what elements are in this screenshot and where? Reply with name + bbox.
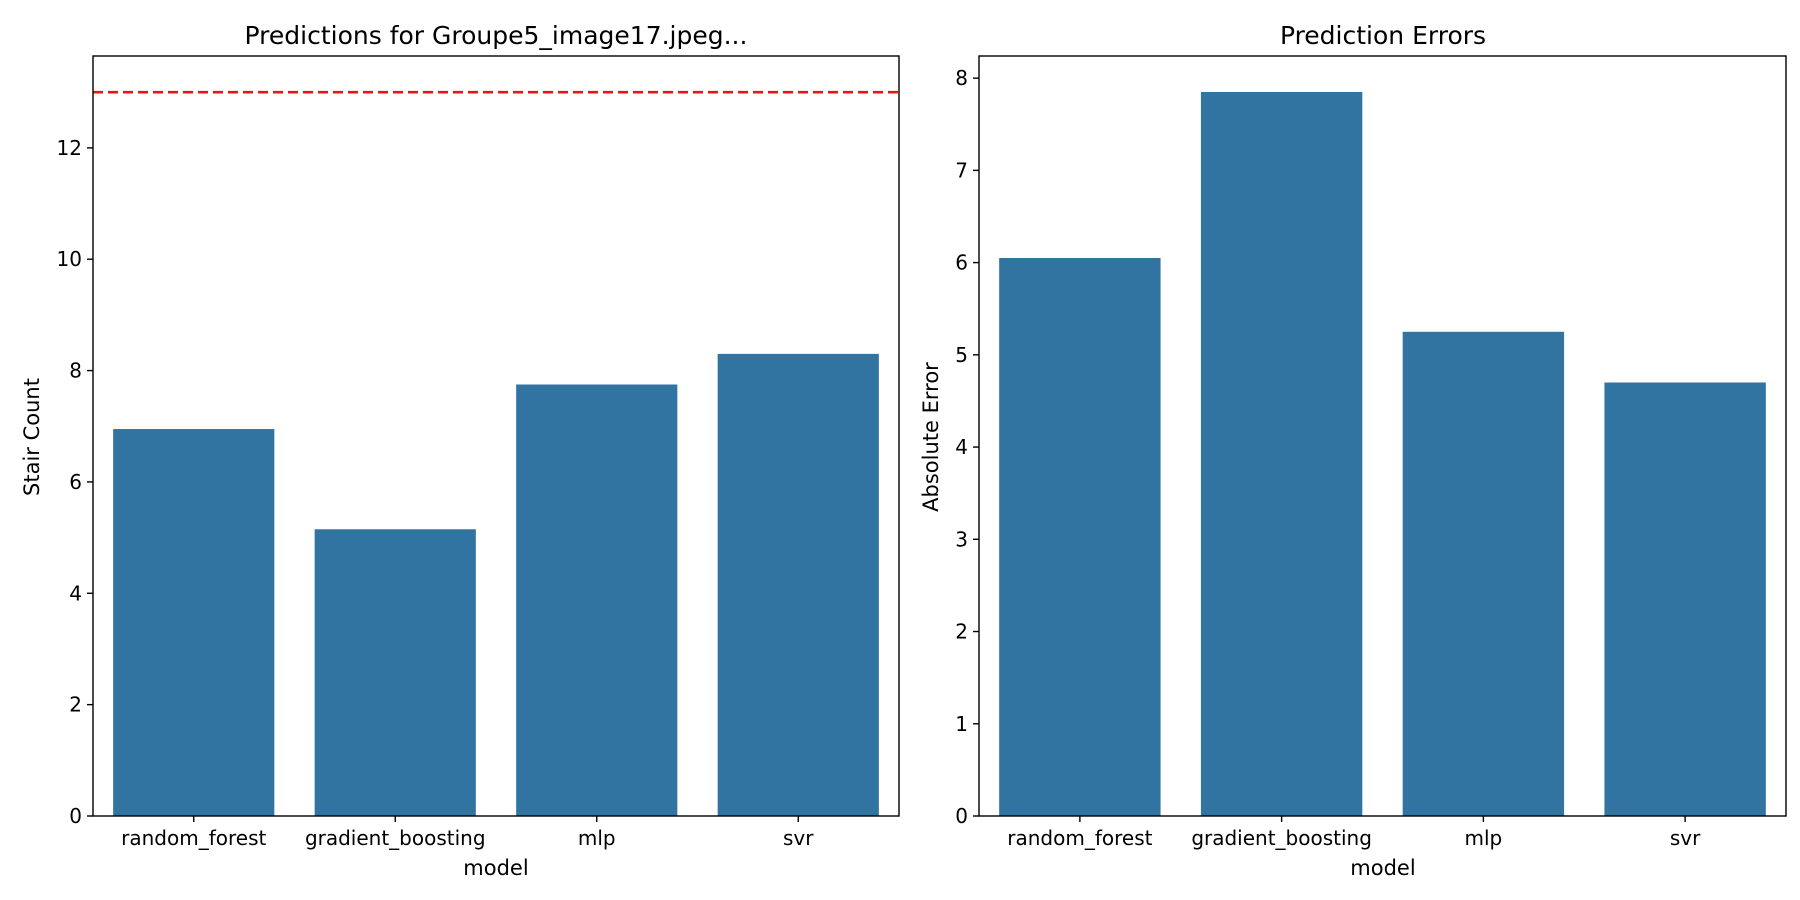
x-tick-label: mlp <box>1465 826 1503 850</box>
bar-marks <box>113 353 879 816</box>
bar-svr <box>717 353 879 816</box>
prediction-errors-chart: Prediction Errors Absolute Error model 0… <box>919 21 1787 880</box>
x-tick-label: random_forest <box>121 826 266 850</box>
x-tick-label: random_forest <box>1007 826 1152 850</box>
y-axis-ticks: 0 2 4 6 8 10 12 <box>57 136 93 828</box>
x-tick-label: gradient_boosting <box>1191 826 1372 850</box>
bar-random-forest <box>113 429 275 816</box>
x-axis-label: model <box>1350 856 1415 880</box>
bar-gradient-boosting <box>1200 91 1363 817</box>
y-tick-label: 6 <box>955 251 968 275</box>
y-tick-label: 3 <box>955 527 968 551</box>
x-tick-label: gradient_boosting <box>305 826 486 850</box>
y-tick-label: 7 <box>955 158 968 182</box>
x-axis-label: model <box>463 856 528 880</box>
y-axis-label: Absolute Error <box>919 362 943 512</box>
y-tick-label: 4 <box>955 435 968 459</box>
y-tick-label: 4 <box>69 581 82 605</box>
y-tick-label: 12 <box>57 136 82 160</box>
plot-frame <box>978 55 1787 817</box>
y-tick-label: 2 <box>69 693 82 717</box>
y-tick-label: 6 <box>69 470 82 494</box>
bar-mlp <box>1402 331 1565 816</box>
y-tick-label: 8 <box>955 66 968 90</box>
y-tick-label: 0 <box>69 804 82 828</box>
x-axis-ticks: random_forest gradient_boosting mlp svr <box>121 816 814 850</box>
y-tick-label: 5 <box>955 343 968 367</box>
y-tick-label: 1 <box>955 712 968 736</box>
y-tick-label: 0 <box>955 804 968 828</box>
y-axis-label: Stair Count <box>20 378 44 496</box>
y-axis-ticks: 0 1 2 3 4 5 6 7 8 <box>955 66 979 828</box>
y-tick-label: 2 <box>955 620 968 644</box>
bar-gradient-boosting <box>314 529 476 816</box>
x-tick-label: mlp <box>578 826 616 850</box>
chart-title: Prediction Errors <box>1280 21 1486 50</box>
bar-svr <box>1604 382 1766 816</box>
bar-mlp <box>516 384 678 816</box>
stair-count-predictions-chart: Predictions for Groupe5_image17.jpeg... … <box>20 21 900 880</box>
bar-random-forest <box>999 257 1161 816</box>
bar-marks <box>999 91 1766 817</box>
y-tick-label: 10 <box>57 247 82 271</box>
x-tick-label: svr <box>1670 826 1701 850</box>
x-axis-ticks: random_forest gradient_boosting mlp svr <box>1007 816 1701 850</box>
plot-frame <box>92 55 900 817</box>
chart-title: Predictions for Groupe5_image17.jpeg... <box>245 21 748 50</box>
x-tick-label: svr <box>783 826 814 850</box>
y-tick-label: 8 <box>69 359 82 383</box>
